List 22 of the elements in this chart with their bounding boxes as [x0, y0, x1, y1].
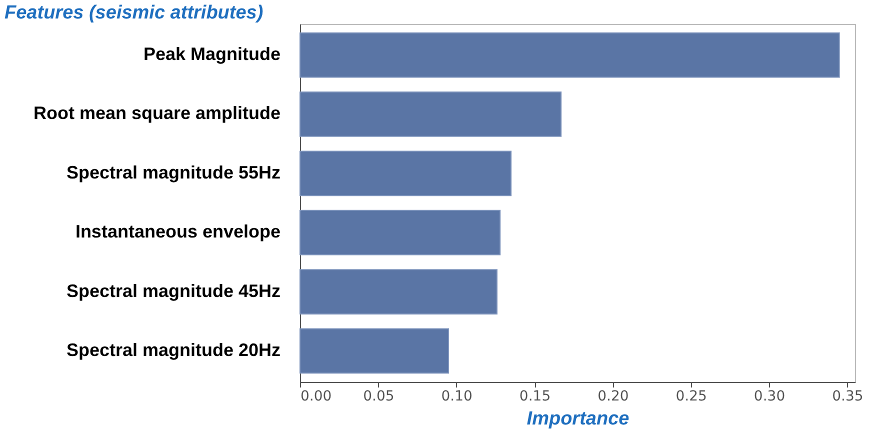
y-tick-label: Instantaneous envelope: [75, 222, 280, 242]
bar: [300, 328, 450, 374]
y-tick-label: Root mean square amplitude: [33, 103, 280, 124]
x-tick-label: 0.35: [832, 388, 864, 404]
x-tick-label: 0.05: [363, 388, 394, 404]
y-tick-label: Spectral magnitude 55Hz: [66, 162, 280, 182]
y-tick-label: Spectral magnitude 20Hz: [66, 340, 280, 360]
y-tick-label: Peak Magnitude: [143, 44, 280, 64]
bar: [300, 92, 562, 137]
bar: [300, 150, 512, 196]
x-tick-label: 0.30: [754, 388, 786, 404]
bar: [300, 210, 501, 256]
x-tick-label: 0.15: [519, 388, 551, 404]
x-tick-label: 0.25: [676, 388, 707, 404]
x-tick-label: 0.10: [441, 388, 472, 404]
x-tick-label: 0.00: [300, 388, 332, 404]
y-axis-title: Features (seismic attributes): [4, 2, 264, 24]
x-tick-label: 0.20: [598, 388, 629, 404]
x-axis-title: Importance: [526, 408, 630, 430]
y-tick-label: Spectral magnitude 45Hz: [66, 280, 280, 301]
bar: [300, 269, 498, 314]
bar: [300, 32, 840, 78]
